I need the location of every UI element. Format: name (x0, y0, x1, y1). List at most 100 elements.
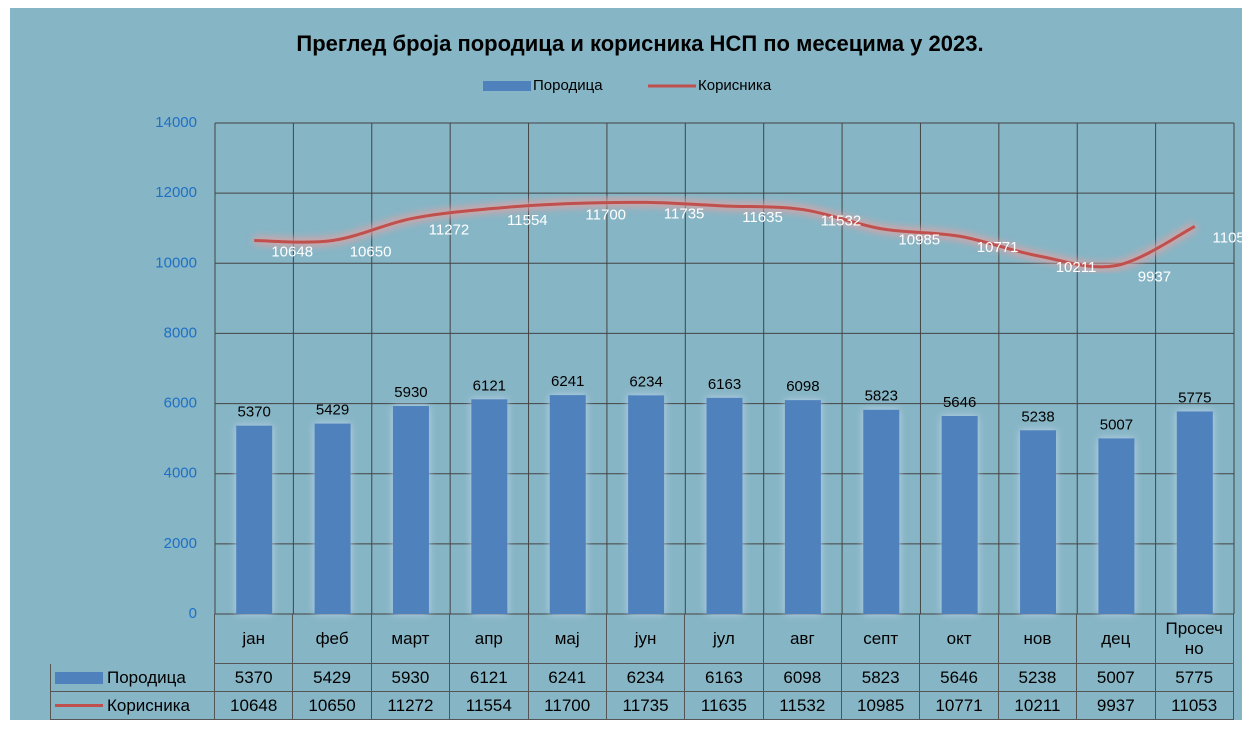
table-value: 6163 (685, 664, 764, 692)
line-label: 11635 (742, 209, 783, 226)
x-tick-label: март (371, 614, 451, 664)
bar (1176, 411, 1213, 614)
table-value: 6241 (528, 664, 607, 692)
table-value: 5370 (215, 664, 294, 692)
table-value: 11053 (1155, 692, 1234, 720)
table-value: 5775 (1155, 664, 1234, 692)
bar-label: 6163 (708, 376, 741, 393)
x-tick-label: феб (293, 614, 372, 664)
line-label: 10211 (1056, 259, 1097, 276)
bar-label: 5238 (1021, 408, 1054, 425)
table-value: 10771 (920, 692, 999, 720)
series-name: Корисника (107, 695, 190, 715)
table-value: 6234 (606, 664, 686, 692)
table-row: Корисника 10648 10650 11272 11554 11700 11735 1… (50, 692, 1234, 720)
y-tick-label: 8000 (164, 324, 197, 341)
legend-label: Породица (533, 77, 603, 94)
table-value: 5007 (1077, 664, 1156, 692)
line-label: 10650 (350, 243, 392, 260)
x-tick-label: јун (606, 614, 686, 664)
bar-label: 6121 (473, 377, 506, 394)
legend-swatch (55, 671, 103, 684)
table-value: 11272 (371, 692, 451, 720)
series-name: Породица (107, 667, 186, 687)
line-label: 10771 (977, 239, 1019, 256)
table-corner (50, 614, 215, 664)
line-label: 11272 (429, 222, 470, 239)
bar (784, 400, 821, 614)
line-label: 11735 (664, 205, 705, 222)
y-tick-label: 0 (189, 605, 197, 622)
table-value: 11700 (528, 692, 607, 720)
legend-swatch (55, 704, 103, 707)
table-series: Породица (50, 664, 215, 692)
table-value: 11554 (450, 692, 529, 720)
table-value: 5646 (920, 664, 999, 692)
line-label: 10648 (271, 244, 313, 261)
y-tick-label: 2000 (164, 535, 197, 552)
table-value: 11735 (606, 692, 686, 720)
x-tick-label: јан (215, 614, 294, 664)
x-tick-label: апр (450, 614, 529, 664)
bar (1020, 430, 1057, 614)
bar (471, 399, 508, 614)
table-series: Корисника (50, 692, 215, 720)
data-table: јан феб март апр мај јун јул авг септ окт нов дец Пр… (50, 614, 1234, 720)
bar-label: 6234 (629, 373, 662, 390)
table-value: 6098 (763, 664, 842, 692)
bar-label: 5930 (394, 384, 427, 401)
chart-title: Преглед броја породица и корисника НСП п… (296, 31, 983, 56)
line-label: 11700 (585, 207, 626, 224)
table-row: Породица 5370 5429 5930 6121 6241 6234 6163 6098… (50, 664, 1234, 692)
category-row: јан феб март апр мај јун јул авг септ окт нов дец Пр… (50, 614, 1234, 664)
table-value: 11532 (763, 692, 842, 720)
bar-label: 5429 (316, 402, 349, 419)
table-value: 10650 (293, 692, 372, 720)
line-label: 10985 (898, 232, 940, 249)
bar (628, 395, 665, 614)
x-tick-label: мај (528, 614, 607, 664)
bar-label: 5646 (943, 394, 976, 411)
bar-label: 5007 (1100, 416, 1133, 433)
bar (236, 425, 273, 614)
x-tick-label: септ (842, 614, 921, 664)
table-value: 5930 (371, 664, 451, 692)
table-value: 5238 (998, 664, 1078, 692)
bar-label: 5370 (238, 404, 271, 421)
x-tick-label: нов (998, 614, 1078, 664)
line-label: 11554 (507, 212, 548, 229)
x-tick-label: дец (1077, 614, 1156, 664)
table-value: 9937 (1077, 692, 1156, 720)
table-value: 5823 (842, 664, 921, 692)
bar-label: 5775 (1178, 389, 1211, 406)
table-value: 10985 (842, 692, 921, 720)
x-tick-label: јул (685, 614, 764, 664)
bar-label: 5823 (865, 388, 898, 405)
y-tick-label: 12000 (155, 184, 197, 201)
table-value: 10211 (998, 692, 1078, 720)
legend-swatch (483, 81, 531, 91)
line-label: 11053 (1213, 229, 1250, 246)
bar (392, 406, 429, 614)
table-value: 6121 (450, 664, 529, 692)
line-label: 11532 (821, 213, 862, 230)
line (254, 200, 1196, 269)
y-tick-label: 4000 (164, 465, 197, 482)
y-tick-label: 6000 (164, 395, 197, 412)
table-value: 10648 (215, 692, 294, 720)
bar (941, 415, 978, 614)
table-value: 11635 (685, 692, 764, 720)
x-tick-label: окт (920, 614, 999, 664)
bar-label: 6241 (551, 373, 584, 390)
x-tick-label: Просечно (1155, 614, 1234, 664)
x-tick-label: авг (763, 614, 842, 664)
y-tick-label: 10000 (155, 254, 197, 271)
line-label: 9937 (1138, 268, 1171, 285)
bar (863, 409, 900, 614)
bar (1098, 438, 1135, 614)
y-tick-label: 14000 (155, 114, 197, 131)
legend: Породица Корисника (483, 77, 772, 94)
table-value: 5429 (293, 664, 372, 692)
